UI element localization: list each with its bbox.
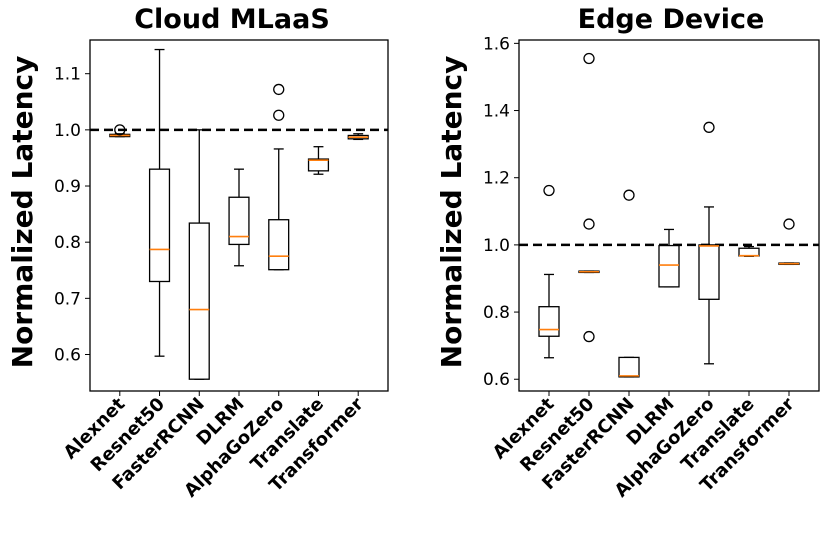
box-translate — [738, 245, 760, 257]
box-alphagozero — [268, 83, 290, 271]
plot-area: 0.60.81.01.21.41.6AlexnetResnet50FasterR… — [483, 34, 820, 502]
axes-frame — [518, 39, 820, 392]
box-translate — [307, 146, 330, 175]
y-tick-label: 1.4 — [483, 102, 510, 122]
box-body — [268, 219, 290, 271]
box-body — [698, 244, 720, 300]
y-tick-label: 0.6 — [54, 345, 81, 365]
box-dlrm — [228, 168, 250, 267]
box-alexnet — [538, 184, 560, 359]
outlier-point — [623, 189, 635, 201]
outlier-point — [703, 121, 715, 133]
y-tick-label: 1.0 — [483, 236, 510, 256]
outlier-point — [583, 52, 595, 65]
box-fasterrcnn — [618, 189, 640, 378]
box-transformer — [347, 133, 369, 141]
y-tick-label: 1.6 — [483, 34, 510, 54]
outlier-point — [273, 109, 285, 121]
plot-area: 0.60.70.80.91.01.1AlexnetResnet50FasterR… — [54, 39, 389, 502]
outlier-point — [543, 184, 555, 197]
outlier-point — [583, 218, 595, 230]
outlier-point — [273, 83, 285, 96]
box-fasterrcnn — [188, 129, 210, 380]
box-body — [148, 168, 171, 283]
box-body — [658, 244, 680, 288]
y-tick-label: 0.9 — [54, 177, 81, 197]
outlier-point — [583, 330, 595, 343]
y-tick-label: 1.0 — [54, 121, 81, 141]
chart-title: Edge Device — [578, 4, 765, 35]
box-alexnet — [109, 124, 131, 138]
box-body — [307, 158, 330, 172]
box-body — [618, 356, 640, 378]
outlier-point — [783, 218, 795, 230]
y-tick-label: 0.8 — [54, 233, 81, 253]
box-body — [538, 306, 560, 337]
y-tick-label: 0.7 — [54, 289, 81, 309]
box-body — [738, 247, 760, 257]
y-tick-label: 0.8 — [483, 303, 510, 323]
box-resnet50 — [578, 52, 600, 343]
y-axis-label: Normalized Latency — [435, 56, 468, 369]
box-body — [188, 222, 210, 380]
panel-edge: Edge Device Normalized Latency 0.6 0.8 1.0… — [435, 4, 820, 502]
outlier-point — [114, 124, 126, 136]
box-dlrm — [658, 228, 680, 288]
panel-cloud: Cloud MLaaS Normalized Latency 0.6 0.7 0.8… — [6, 4, 389, 502]
y-tick-label: 0.6 — [483, 370, 510, 390]
box-transformer — [778, 218, 800, 266]
y-tick-label: 1.1 — [54, 65, 81, 85]
y-tick-label: 1.2 — [483, 169, 510, 189]
box-resnet50 — [148, 48, 171, 357]
y-axis-label: Normalized Latency — [6, 56, 39, 369]
box-alphagozero — [698, 121, 720, 365]
box-body — [228, 196, 250, 246]
chart-title: Cloud MLaaS — [134, 4, 330, 35]
